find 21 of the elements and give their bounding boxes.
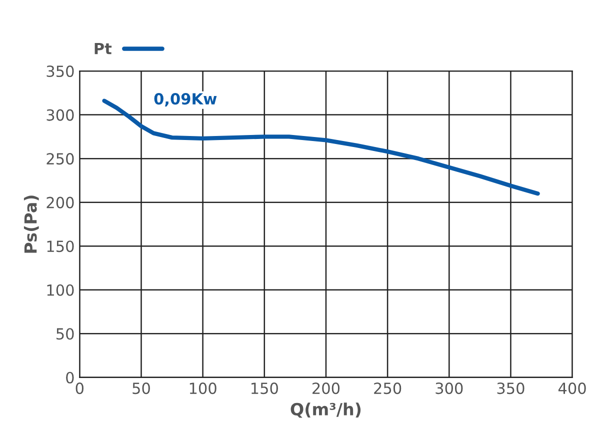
y-axis-title: Ps(Pa) — [24, 196, 39, 253]
y-tick-label: 200 — [46, 196, 74, 208]
x-tick-label: 0 — [76, 382, 84, 394]
y-tick-label: 50 — [56, 328, 74, 340]
legend-label: Pt — [94, 42, 112, 54]
x-tick-label: 50 — [132, 382, 150, 394]
y-tick-label: 350 — [46, 66, 74, 78]
y-tick-label: 300 — [46, 109, 74, 121]
x-tick-label: 400 — [558, 382, 586, 394]
y-tick-label: 250 — [46, 153, 74, 165]
x-axis-title: Q(m³/h) — [290, 402, 361, 418]
x-tick-label: 150 — [251, 382, 278, 394]
y-tick-label: 0 — [66, 372, 74, 384]
y-tick-label: 100 — [47, 284, 74, 296]
x-tick-label: 100 — [190, 382, 216, 394]
x-tick-label: 200 — [312, 382, 340, 394]
x-tick-label: 250 — [374, 382, 402, 394]
x-tick-label: 300 — [436, 382, 463, 394]
x-tick-label: 350 — [497, 382, 524, 394]
annotation: 0,09Kw — [154, 93, 217, 107]
y-tick-label: 150 — [47, 240, 74, 252]
